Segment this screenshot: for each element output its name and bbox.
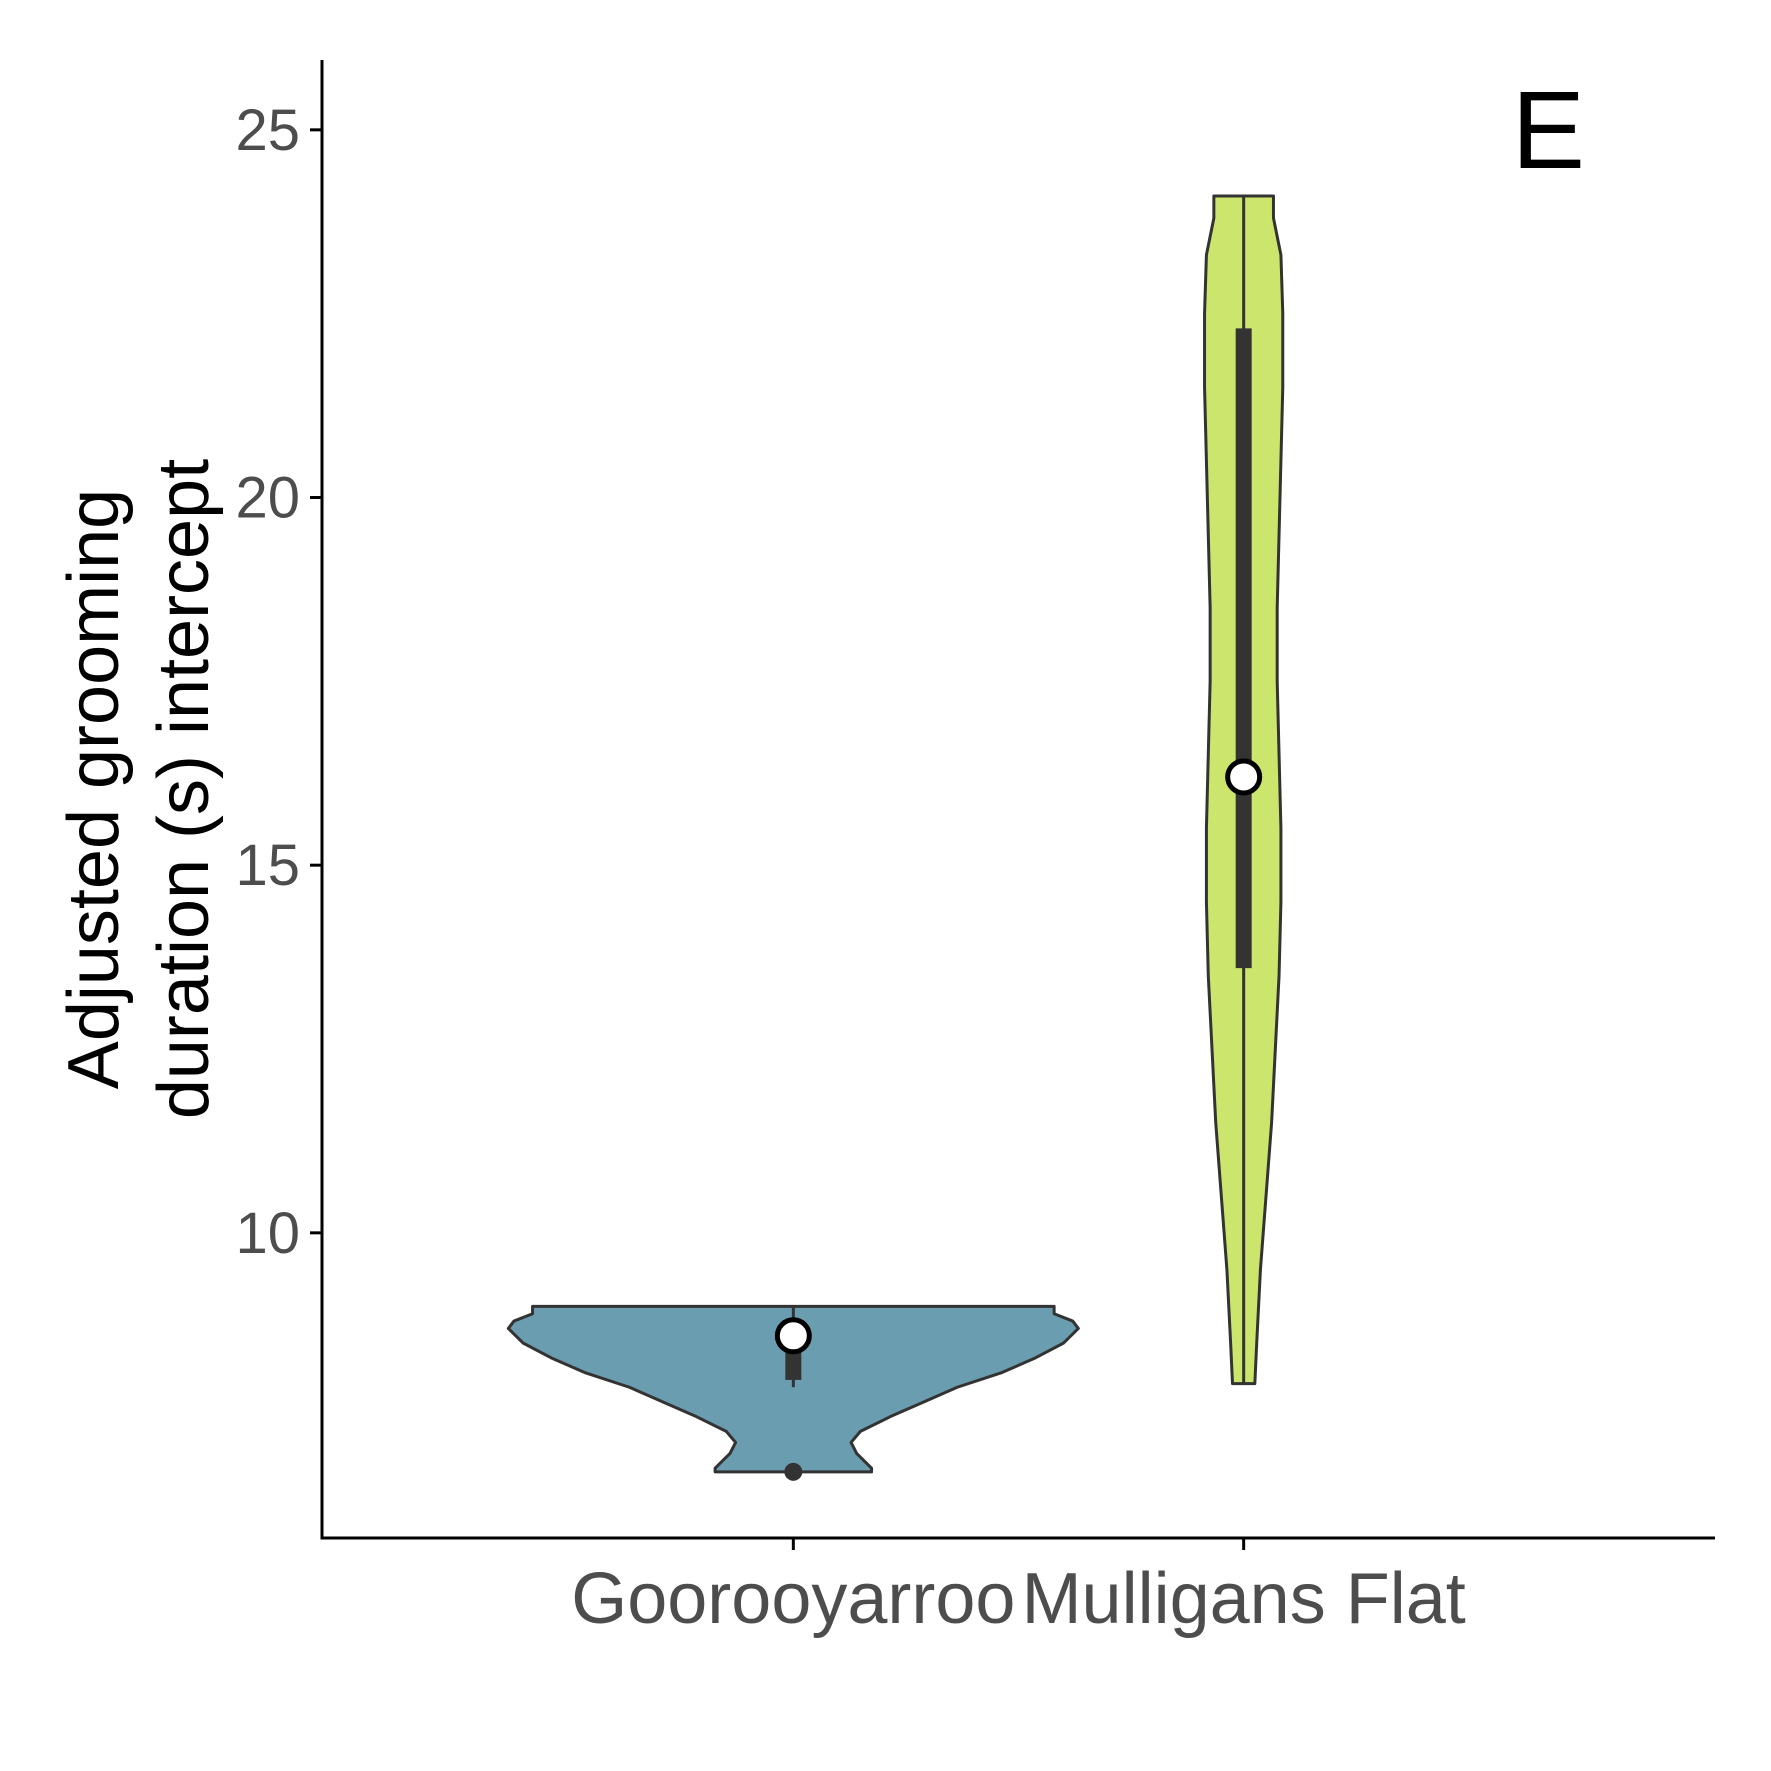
y-axis-title: Adjusted grooming duration (s) intercept (54, 459, 224, 1119)
y-ticks: 10 15 20 25 (235, 98, 322, 1266)
iqr-box (1235, 328, 1252, 969)
outlier-point (784, 1462, 803, 1481)
mean-point (774, 1317, 812, 1355)
panel-label: E (1512, 69, 1585, 192)
x-tick-label: Goorooyarroo (571, 1559, 1015, 1639)
violins-layer (506, 194, 1285, 1481)
y-tick-label: 20 (235, 466, 300, 531)
x-ticks: Goorooyarroo Mulligans Flat (571, 1538, 1466, 1639)
violin-group (506, 1304, 1080, 1481)
x-tick-label: Mulligans Flat (1022, 1559, 1466, 1639)
violin-group (1203, 194, 1285, 1386)
y-tick-label: 25 (235, 98, 300, 163)
y-axis-title-line: duration (s) intercept (144, 459, 224, 1119)
y-tick-label: 15 (235, 833, 300, 898)
axes-layer: 10 15 20 25 Goorooyarroo Mulligans Flat (235, 60, 1715, 1639)
violin-body (506, 1304, 1080, 1474)
y-axis-title-line: Adjusted grooming (54, 489, 134, 1089)
y-tick-label: 10 (235, 1201, 300, 1266)
mean-point (1225, 758, 1263, 796)
iqr-box (785, 1346, 802, 1380)
